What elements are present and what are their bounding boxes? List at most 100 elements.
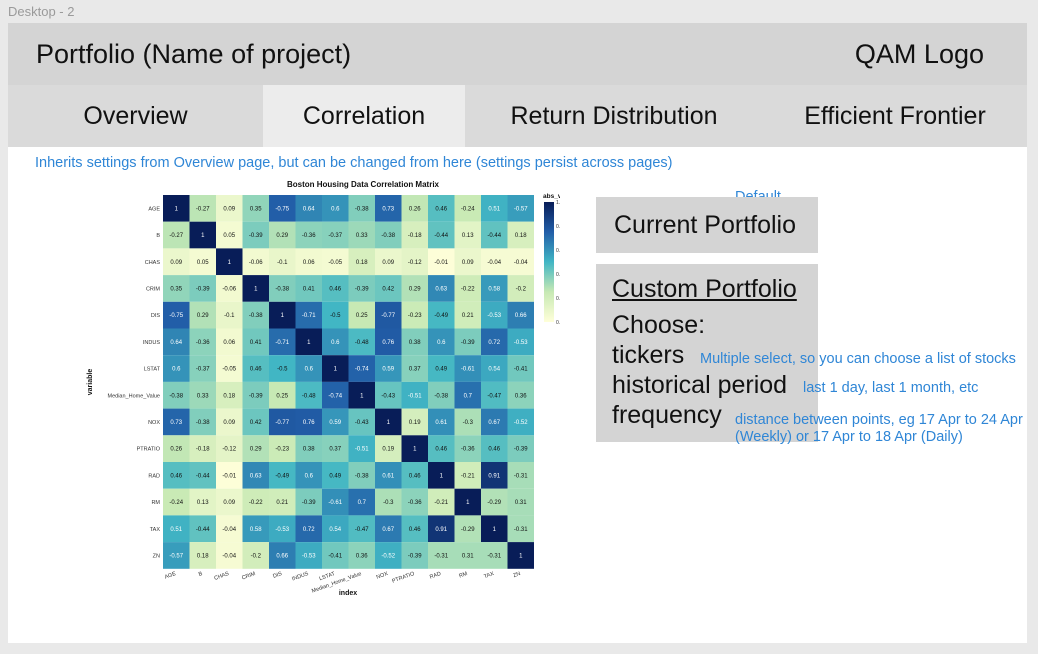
heatmap-cell (401, 355, 428, 382)
heatmap-cell-label: 1 (254, 286, 258, 292)
heatmap-cell (401, 195, 428, 222)
heatmap-cell-label: -0.24 (169, 500, 183, 506)
heatmap-cell-label: -0.37 (328, 233, 342, 239)
custom-portfolio-panel[interactable] (596, 264, 818, 442)
tab-return-distribution[interactable]: Return Distribution (510, 102, 718, 130)
tickers-option[interactable]: tickers (612, 341, 685, 369)
heatmap-cell-label: -0.77 (275, 420, 289, 426)
heatmap-cell-label: -0.53 (302, 553, 316, 559)
heatmap-cell-label: 1 (440, 473, 444, 479)
heatmap-cell-label: 0.72 (488, 340, 500, 346)
heatmap-cell-label: 0.42 (250, 420, 262, 426)
historical-period-option[interactable]: historical period (612, 371, 788, 399)
heatmap-cell-label: -0.38 (249, 313, 263, 319)
heatmap-cell (216, 488, 243, 516)
heatmap-cell-label: 0.59 (382, 367, 394, 373)
heatmap-cell (348, 275, 375, 302)
x-tick-label: B (198, 571, 204, 578)
heatmap-cell-label: 0.26 (170, 447, 182, 453)
heatmap-cell (454, 381, 481, 409)
x-tick-label: INDUS (291, 571, 309, 583)
heatmap-cell (507, 542, 534, 569)
heatmap-cell-label: 0.6 (437, 340, 446, 346)
heatmap-cell (507, 275, 534, 302)
choose-label: Choose: (612, 311, 706, 339)
heatmap-cell-label: 1 (387, 420, 391, 426)
heatmap-cell-label: -0.74 (355, 367, 369, 373)
heatmap-cell (401, 408, 428, 436)
heatmap-cell-label: -0.39 (408, 553, 422, 559)
heatmap-cell (322, 275, 349, 302)
heatmap-cell (322, 542, 349, 569)
heatmap-cell (375, 195, 402, 222)
heatmap-cell-label: -0.04 (487, 260, 501, 266)
current-portfolio-button[interactable]: Current Portfolio (596, 197, 818, 253)
tab-efficient-frontier[interactable]: Efficient Frontier (804, 102, 986, 130)
heatmap-cell-label: -0.38 (275, 286, 289, 292)
legend-tick-label: 0.8 (556, 224, 560, 230)
heatmap-cell-label: 0.76 (303, 420, 315, 426)
heatmap-cell-label: 0.7 (464, 393, 473, 399)
heatmap-cell (189, 195, 216, 222)
heatmap-cell (428, 301, 455, 329)
y-tick-label: AGE (148, 206, 160, 212)
heatmap-cell (189, 248, 216, 276)
heatmap-cell-label: -0.39 (249, 393, 263, 399)
custom-portfolio-title[interactable]: Custom Portfolio (612, 275, 797, 303)
chart-title: Boston Housing Data Correlation Matrix (287, 180, 440, 189)
heatmap-cell (454, 488, 481, 516)
heatmap-cell-label: 0.05 (223, 233, 235, 239)
heatmap-cell (454, 221, 481, 249)
heatmap-cell-label: 0.64 (303, 206, 315, 212)
heatmap-cell-label: 0.13 (462, 233, 474, 239)
heatmap-cell-label: -0.06 (222, 286, 236, 292)
heatmap-cell (322, 435, 349, 462)
frame-label: Desktop - 2 (8, 4, 75, 19)
heatmap-cell-label: 0.63 (435, 286, 447, 292)
heatmap-cell-label: -0.27 (196, 206, 210, 212)
x-tick-label: LSTAT (319, 571, 337, 582)
heatmap-cell-label: -0.39 (461, 340, 475, 346)
legend-title: abs_val (543, 193, 560, 200)
heatmap-cell-label: -0.01 (434, 260, 448, 266)
heatmap-cell-label: 0.33 (197, 393, 209, 399)
heatmap-cell-label: 1 (360, 393, 364, 399)
heatmap-cell (242, 355, 269, 382)
heatmap-cell (295, 435, 322, 462)
x-tick-label: NOX (376, 571, 390, 581)
heatmap-cell-label: 0.46 (250, 367, 262, 373)
frequency-option[interactable]: frequency (612, 401, 722, 429)
heatmap-cell-label: -0.44 (196, 527, 210, 533)
heatmap-cell (295, 248, 322, 276)
desktop-frame: Portfolio (Name of project) QAM Logo Ove… (8, 23, 1027, 643)
heatmap-cell-label: -0.2 (251, 553, 262, 559)
y-tick-label: DIS (151, 313, 161, 319)
heatmap-cell-label: 0.31 (515, 500, 527, 506)
heatmap-cell-label: 0.76 (382, 340, 394, 346)
heatmap-cell (163, 301, 190, 329)
heatmap-cell-label: -0.5 (277, 367, 288, 373)
heatmap-cell (269, 275, 296, 302)
heatmap-cell (189, 462, 216, 489)
heatmap-cell-label: 0.35 (170, 286, 182, 292)
heatmap-cell-label: 0.38 (409, 340, 421, 346)
heatmap-cell (428, 408, 455, 436)
heatmap-cell (242, 195, 269, 222)
heatmap-cell (163, 248, 190, 276)
heatmap-cell (375, 542, 402, 569)
heatmap-cell (295, 355, 322, 382)
heatmap-cell (295, 408, 322, 436)
heatmap-cell (295, 221, 322, 249)
heatmap-cell-label: 0.72 (303, 527, 315, 533)
heatmap-cell (242, 542, 269, 569)
tab-overview[interactable]: Overview (83, 102, 188, 130)
heatmap-cell-label: 0.67 (488, 420, 500, 426)
historical-period-hint: last 1 day, last 1 month, etc (803, 380, 979, 396)
heatmap-cell-label: 0.35 (250, 206, 262, 212)
heatmap-cell-label: -0.38 (355, 206, 369, 212)
heatmap-cell (507, 488, 534, 516)
heatmap-cell-label: 1 (334, 367, 338, 373)
tab-correlation[interactable]: Correlation (263, 85, 465, 147)
heatmap-cell (481, 381, 508, 409)
heatmap-cell-label: 0.64 (170, 340, 182, 346)
